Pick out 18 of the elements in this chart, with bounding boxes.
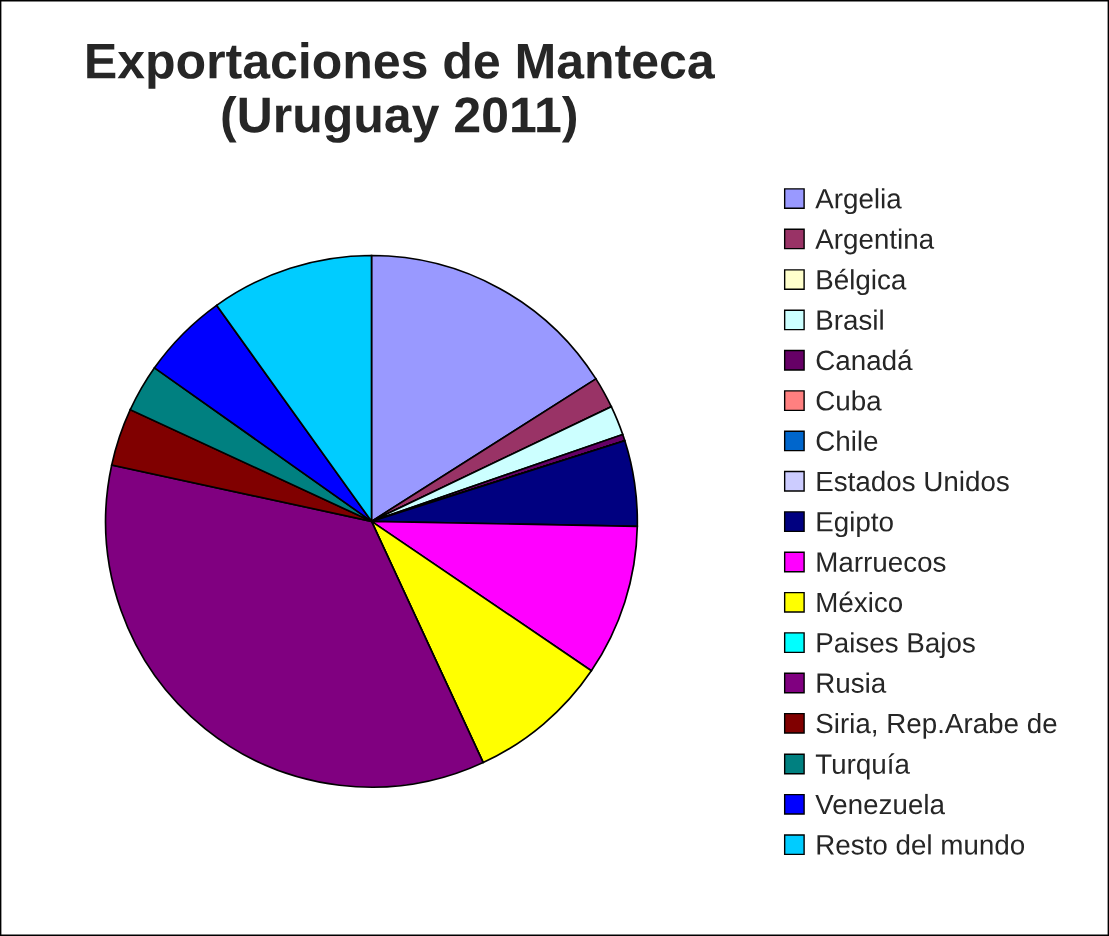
legend-label: Canadá bbox=[816, 349, 913, 371]
legend-label: Egipto bbox=[817, 511, 893, 538]
legend-label: Rusia bbox=[817, 672, 887, 693]
legend-label: Argelia bbox=[815, 188, 902, 215]
legend-label: Turquía bbox=[815, 753, 910, 780]
legend-label: Argentina bbox=[815, 228, 935, 255]
legend-label: Cuba bbox=[816, 390, 882, 411]
chart-title: Exportaciones de Manteca (Uruguay 2011) bbox=[87, 42, 715, 143]
legend-label: Chile bbox=[816, 430, 878, 451]
legend-label: Venezuela bbox=[815, 793, 945, 815]
legend-label: Brasil bbox=[817, 309, 883, 330]
legend-label: Marruecos bbox=[817, 552, 946, 572]
legend-label: México bbox=[817, 591, 903, 613]
legend-label: Estados Unidos bbox=[817, 470, 1009, 492]
legend-label: Bélgica bbox=[817, 268, 907, 296]
legend-label: Resto del mundo bbox=[817, 834, 1025, 855]
legend-label: Siria, Rep.Arabe de bbox=[816, 712, 1057, 739]
legend-label: Paises Bajos bbox=[817, 632, 975, 659]
